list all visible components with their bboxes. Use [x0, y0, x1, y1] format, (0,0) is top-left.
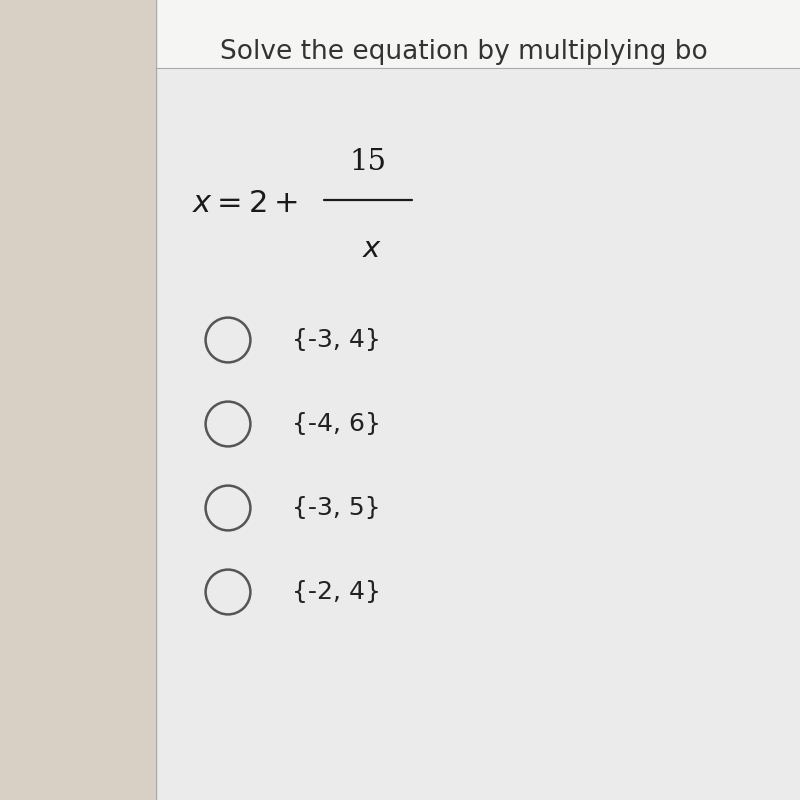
Bar	[156, 0, 800, 68]
Text: {-2, 4}: {-2, 4}	[292, 580, 381, 604]
Text: {-4, 6}: {-4, 6}	[292, 412, 381, 436]
Bar	[0, 0, 156, 800]
Text: {-3, 5}: {-3, 5}	[292, 496, 381, 520]
Text: $x$: $x$	[362, 235, 382, 263]
Bar	[156, 0, 800, 800]
Text: {-3, 4}: {-3, 4}	[292, 328, 381, 352]
Text: $x = 2 +$: $x = 2 +$	[192, 189, 298, 219]
Text: Solve the equation by multiplying bo: Solve the equation by multiplying bo	[220, 39, 708, 65]
Text: 15: 15	[350, 147, 386, 175]
